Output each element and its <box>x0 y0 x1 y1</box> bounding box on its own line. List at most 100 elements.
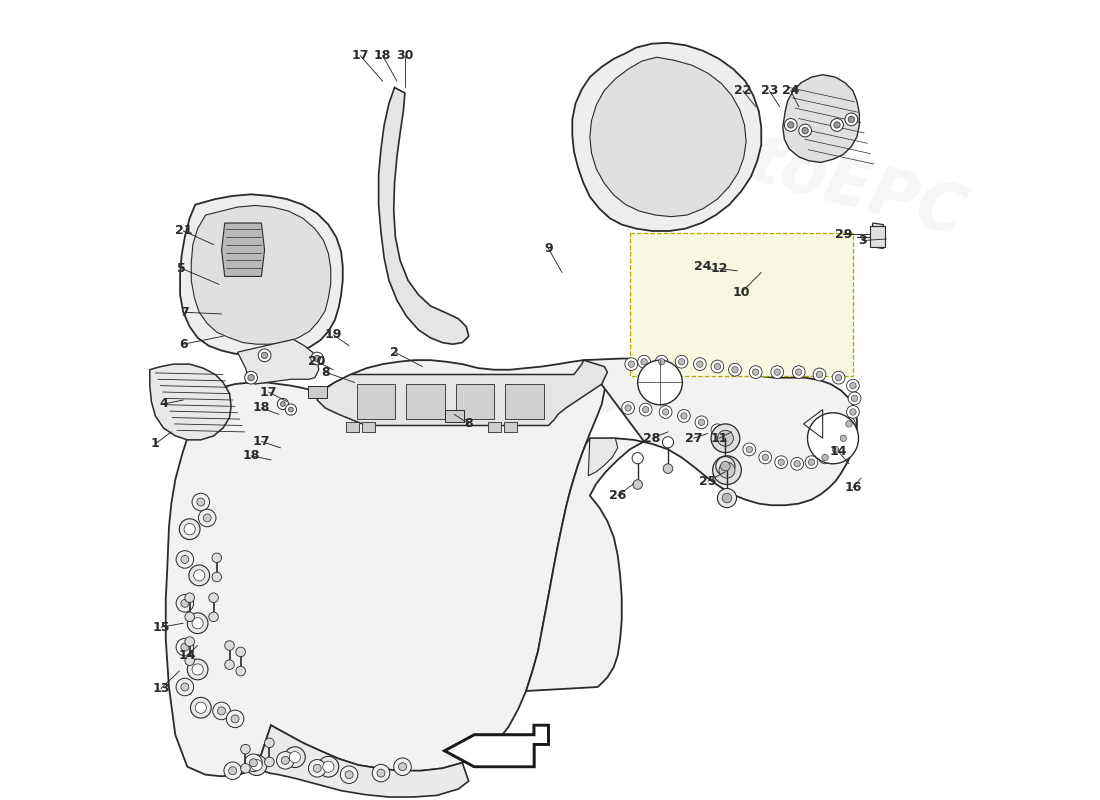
Text: 15: 15 <box>152 621 169 634</box>
Text: 14: 14 <box>178 649 196 662</box>
Circle shape <box>693 358 706 370</box>
Circle shape <box>714 363 720 370</box>
Circle shape <box>229 766 236 774</box>
Circle shape <box>224 762 242 779</box>
Circle shape <box>847 379 859 392</box>
Circle shape <box>659 358 664 365</box>
Circle shape <box>720 462 730 471</box>
Circle shape <box>180 643 189 651</box>
Circle shape <box>716 457 735 476</box>
Text: 24: 24 <box>782 84 800 97</box>
Circle shape <box>742 443 756 456</box>
Circle shape <box>197 498 205 506</box>
Circle shape <box>322 761 334 772</box>
Polygon shape <box>444 726 549 766</box>
Circle shape <box>251 759 262 770</box>
Circle shape <box>638 355 650 368</box>
Circle shape <box>848 116 855 122</box>
Circle shape <box>241 744 250 754</box>
Polygon shape <box>221 223 265 277</box>
Circle shape <box>851 395 858 402</box>
Text: 11: 11 <box>711 432 728 445</box>
Circle shape <box>224 660 234 670</box>
Circle shape <box>280 402 285 406</box>
Bar <box>444 410 464 422</box>
Circle shape <box>845 113 858 126</box>
Circle shape <box>262 352 267 358</box>
Circle shape <box>265 738 274 747</box>
Text: 7: 7 <box>180 306 189 319</box>
Polygon shape <box>191 206 331 344</box>
Circle shape <box>813 368 826 381</box>
Circle shape <box>642 406 649 413</box>
Circle shape <box>675 355 688 368</box>
Circle shape <box>698 419 705 426</box>
Text: 18: 18 <box>253 402 271 414</box>
Text: 2: 2 <box>390 346 399 358</box>
Circle shape <box>398 762 407 770</box>
Circle shape <box>749 366 762 378</box>
Circle shape <box>621 402 635 414</box>
Text: 18: 18 <box>374 49 392 62</box>
Polygon shape <box>444 726 549 766</box>
Circle shape <box>185 637 195 646</box>
Text: 4: 4 <box>160 398 167 410</box>
Circle shape <box>340 766 358 783</box>
Circle shape <box>778 459 784 466</box>
Text: 26: 26 <box>609 489 627 502</box>
Circle shape <box>372 764 389 782</box>
Circle shape <box>212 553 221 562</box>
Circle shape <box>227 710 244 728</box>
Circle shape <box>799 124 812 137</box>
Polygon shape <box>378 87 469 344</box>
Circle shape <box>833 446 838 453</box>
Circle shape <box>714 427 720 434</box>
Text: 20: 20 <box>308 355 326 368</box>
Circle shape <box>180 683 189 691</box>
Bar <box>504 422 517 432</box>
Circle shape <box>774 369 780 375</box>
Text: autoEPC: autoEPC <box>653 104 972 249</box>
Circle shape <box>204 514 211 522</box>
Circle shape <box>244 371 257 384</box>
Text: 5: 5 <box>177 262 186 275</box>
Circle shape <box>835 374 842 381</box>
Circle shape <box>246 754 267 775</box>
Text: a passion for excellence: a passion for excellence <box>329 502 564 521</box>
Polygon shape <box>358 384 395 419</box>
Circle shape <box>189 565 210 586</box>
Circle shape <box>250 758 257 766</box>
Circle shape <box>759 451 771 464</box>
Text: 8: 8 <box>321 366 330 378</box>
Polygon shape <box>505 384 543 419</box>
Circle shape <box>678 410 691 422</box>
Circle shape <box>285 404 297 415</box>
Circle shape <box>176 594 194 612</box>
Circle shape <box>276 751 294 769</box>
Circle shape <box>639 403 652 416</box>
Text: 23: 23 <box>760 84 778 97</box>
Circle shape <box>816 371 823 378</box>
Circle shape <box>846 421 852 427</box>
Circle shape <box>791 458 803 470</box>
Circle shape <box>345 770 353 778</box>
Circle shape <box>805 456 818 469</box>
Bar <box>362 422 375 432</box>
Bar <box>345 422 359 432</box>
Text: 22: 22 <box>734 84 751 97</box>
Circle shape <box>774 456 788 469</box>
Circle shape <box>850 382 856 389</box>
Circle shape <box>847 406 859 418</box>
Circle shape <box>187 659 208 680</box>
Text: 13: 13 <box>152 682 169 695</box>
Polygon shape <box>180 194 343 356</box>
Circle shape <box>632 480 642 490</box>
Circle shape <box>628 361 635 367</box>
Circle shape <box>192 494 210 511</box>
Circle shape <box>807 413 858 464</box>
Circle shape <box>314 355 320 362</box>
Text: 1: 1 <box>151 438 160 450</box>
Circle shape <box>192 618 204 629</box>
Circle shape <box>850 409 856 415</box>
Polygon shape <box>166 360 607 776</box>
